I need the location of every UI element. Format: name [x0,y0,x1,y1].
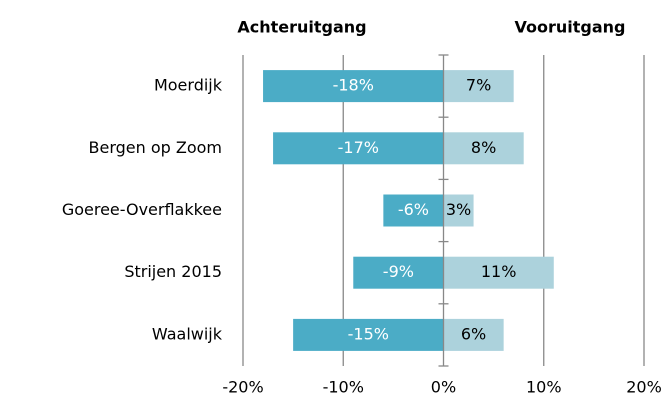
category-label: Strijen 2015 [124,262,222,281]
bar [273,132,444,165]
data-label: 3% [446,200,471,219]
category-label: Moerdijk [154,76,223,95]
x-tick-label: 10% [526,378,562,397]
bar [353,256,444,289]
series-header: Vooruitgang [515,18,626,37]
series-header: Achteruitgang [237,18,366,37]
data-label: 8% [471,138,496,157]
x-tick-label: 0% [431,378,456,397]
bar [443,70,514,103]
data-label: 11% [481,262,517,281]
bar [293,318,444,351]
data-label: -18% [333,76,374,95]
data-label: 6% [461,324,486,343]
category-label: Goeree-Overflakkee [62,200,222,219]
bar [263,70,444,103]
bar [443,256,554,289]
x-tick-label: 20% [626,378,662,397]
x-tick-label: -10% [323,378,364,397]
data-label: -17% [338,138,379,157]
data-label: -6% [398,200,429,219]
bar [443,194,474,227]
bar [443,318,504,351]
category-label: Waalwijk [152,324,223,343]
category-label: Bergen op Zoom [89,138,223,157]
bar [443,132,524,165]
data-label: 7% [466,76,491,95]
bar [383,194,444,227]
x-tick-label: -20% [222,378,263,397]
data-label: -9% [383,262,414,281]
data-label: -15% [348,324,389,343]
